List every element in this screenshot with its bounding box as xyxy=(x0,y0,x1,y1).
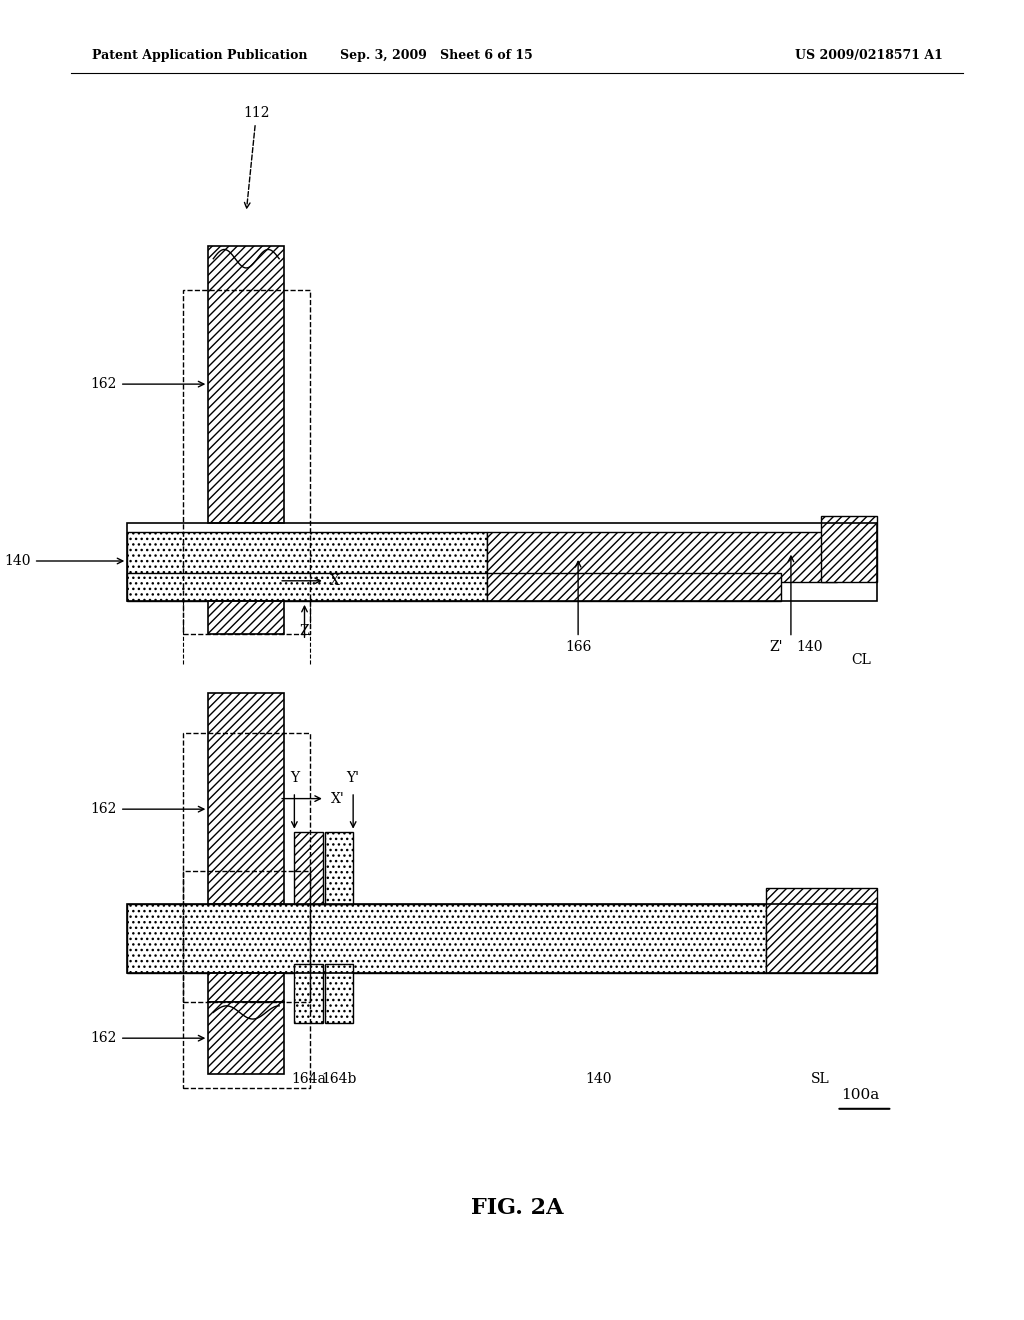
Bar xyxy=(127,573,487,601)
Text: Y': Y' xyxy=(347,771,359,785)
Text: X: X xyxy=(330,574,340,587)
Text: 162: 162 xyxy=(91,803,204,816)
Text: 140: 140 xyxy=(796,640,822,655)
Text: 162: 162 xyxy=(91,1031,204,1045)
Bar xyxy=(127,904,878,973)
Text: Sep. 3, 2009   Sheet 6 of 15: Sep. 3, 2009 Sheet 6 of 15 xyxy=(340,49,532,62)
Bar xyxy=(183,733,309,1002)
Bar xyxy=(821,516,878,582)
Text: Y: Y xyxy=(290,771,299,785)
Text: Z: Z xyxy=(300,624,309,639)
Bar xyxy=(294,832,323,904)
Bar xyxy=(183,290,309,634)
Text: 140: 140 xyxy=(585,1072,611,1086)
Bar xyxy=(325,964,353,1023)
Bar xyxy=(208,973,285,1002)
Bar xyxy=(127,523,878,601)
Text: US 2009/0218571 A1: US 2009/0218571 A1 xyxy=(795,49,943,62)
Bar xyxy=(294,964,323,1023)
Bar xyxy=(208,601,285,634)
Bar xyxy=(183,871,309,1088)
Text: 162: 162 xyxy=(91,378,204,391)
Bar xyxy=(487,532,837,582)
Text: 100a: 100a xyxy=(842,1088,880,1102)
Text: Patent Application Publication: Patent Application Publication xyxy=(92,49,307,62)
Text: SL: SL xyxy=(811,1072,829,1086)
Bar xyxy=(766,888,878,973)
Bar xyxy=(208,693,285,904)
Text: 112: 112 xyxy=(243,106,269,209)
Text: CL: CL xyxy=(852,653,871,668)
Text: X': X' xyxy=(331,792,345,805)
Text: 166: 166 xyxy=(565,561,591,655)
Text: Z': Z' xyxy=(769,640,782,655)
Text: FIG. 2A: FIG. 2A xyxy=(471,1197,563,1218)
Bar xyxy=(208,246,285,523)
Text: 164b: 164b xyxy=(322,1072,356,1086)
Bar xyxy=(127,904,766,973)
Text: 140: 140 xyxy=(4,554,123,568)
Bar xyxy=(325,832,353,904)
Bar xyxy=(127,532,487,582)
Bar xyxy=(208,1002,285,1074)
Bar xyxy=(487,573,780,601)
Text: 164a: 164a xyxy=(291,1072,326,1086)
